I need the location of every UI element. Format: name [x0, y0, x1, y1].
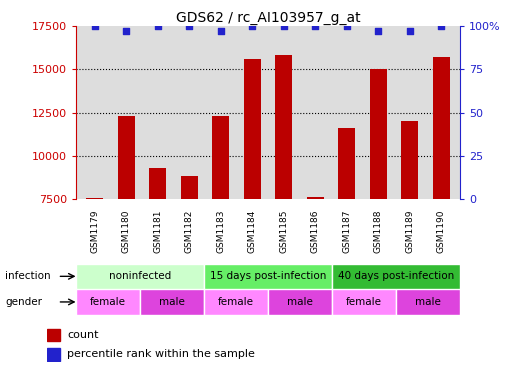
Text: GSM1181: GSM1181 [153, 210, 162, 253]
Bar [338, 128, 356, 199]
Bar [140, 289, 204, 315]
Bar [244, 59, 261, 199]
Bar [76, 289, 140, 315]
Point [343, 23, 351, 29]
Point [248, 23, 256, 29]
Bar [433, 57, 450, 199]
Text: infection: infection [5, 271, 51, 281]
Point [122, 28, 130, 34]
Point [406, 28, 414, 34]
Text: 40 days post-infection: 40 days post-infection [338, 271, 454, 281]
Text: gender: gender [5, 297, 42, 307]
Point [374, 28, 382, 34]
Text: GSM1183: GSM1183 [217, 210, 225, 253]
Bar [118, 116, 135, 199]
Text: GSM1189: GSM1189 [405, 210, 414, 253]
Text: GSM1185: GSM1185 [279, 210, 288, 253]
Text: GSM1184: GSM1184 [248, 210, 257, 253]
Bar [401, 121, 418, 199]
Bar [204, 289, 268, 315]
Bar [76, 264, 204, 289]
Text: female: female [90, 297, 126, 307]
Text: male: male [287, 297, 313, 307]
Text: GSM1188: GSM1188 [374, 210, 383, 253]
Point [311, 23, 320, 29]
Text: GSM1186: GSM1186 [311, 210, 320, 253]
Point [437, 23, 446, 29]
Bar [47, 329, 60, 341]
Text: noninfected: noninfected [109, 271, 171, 281]
Bar [149, 168, 166, 199]
Bar [370, 69, 387, 199]
Point [185, 23, 194, 29]
Bar [180, 176, 198, 199]
Bar [275, 55, 292, 199]
Point [154, 23, 162, 29]
Bar [47, 348, 60, 361]
Bar [332, 289, 396, 315]
Point [90, 23, 99, 29]
Text: GSM1180: GSM1180 [122, 210, 131, 253]
Text: GSM1187: GSM1187 [343, 210, 351, 253]
Bar [204, 264, 332, 289]
Text: GSM1179: GSM1179 [90, 210, 99, 253]
Title: GDS62 / rc_AI103957_g_at: GDS62 / rc_AI103957_g_at [176, 11, 360, 25]
Text: percentile rank within the sample: percentile rank within the sample [67, 349, 255, 359]
Bar [86, 198, 104, 199]
Bar [268, 289, 332, 315]
Text: GSM1190: GSM1190 [437, 210, 446, 253]
Bar [396, 289, 460, 315]
Bar [332, 264, 460, 289]
Text: GSM1182: GSM1182 [185, 210, 194, 253]
Bar [212, 116, 230, 199]
Point [217, 28, 225, 34]
Text: female: female [218, 297, 254, 307]
Text: female: female [346, 297, 382, 307]
Text: 15 days post-infection: 15 days post-infection [210, 271, 326, 281]
Text: count: count [67, 330, 99, 340]
Text: male: male [159, 297, 185, 307]
Point [280, 23, 288, 29]
Bar [306, 197, 324, 199]
Text: male: male [415, 297, 441, 307]
